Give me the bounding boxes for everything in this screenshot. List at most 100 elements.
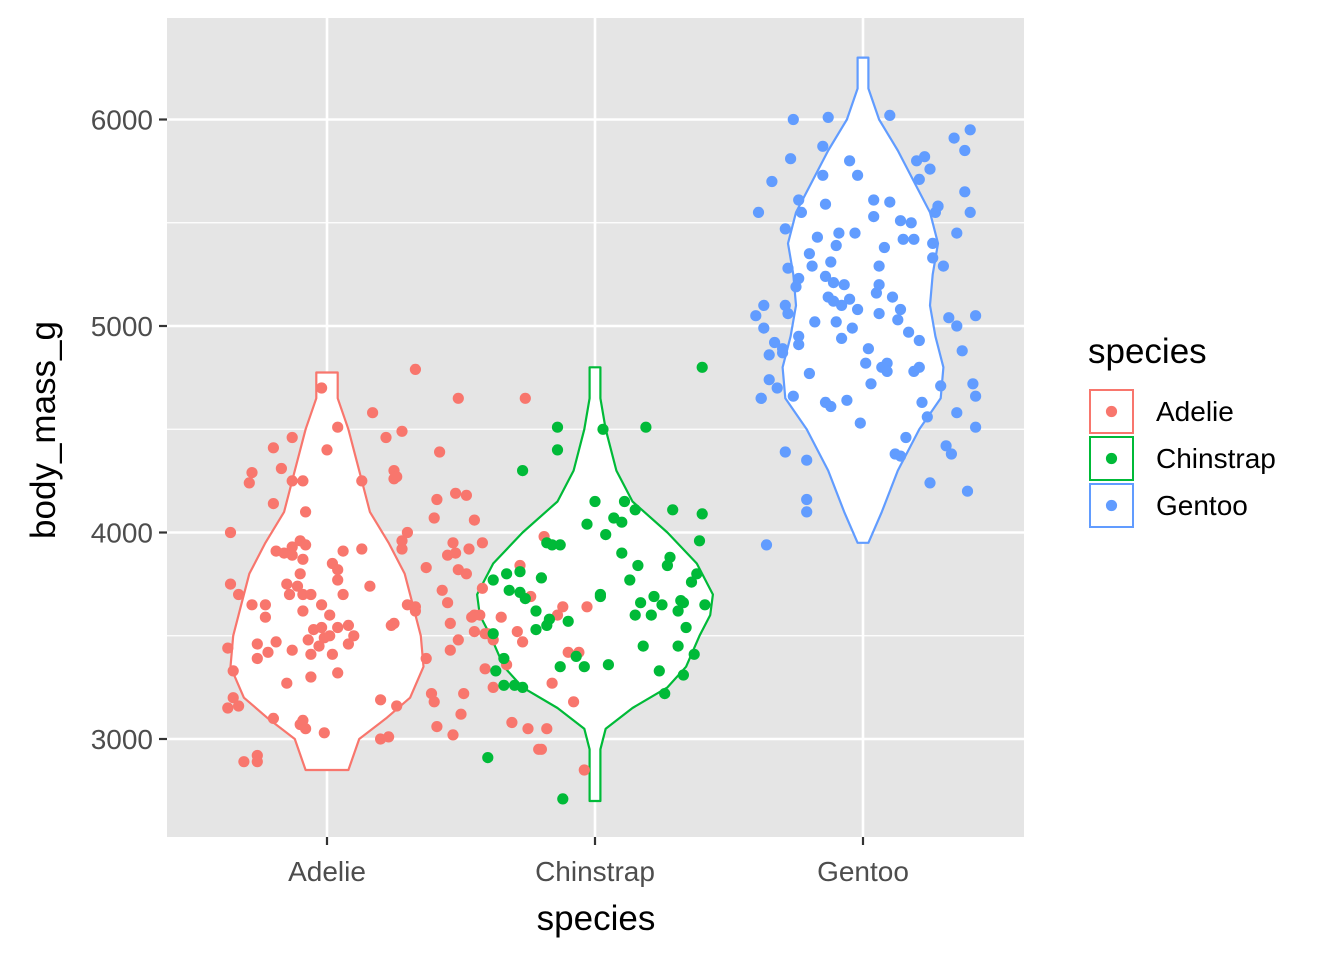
data-point-adelie bbox=[541, 723, 553, 735]
data-point-adelie bbox=[348, 630, 360, 642]
data-point-gentoo bbox=[964, 206, 976, 218]
data-point-gentoo bbox=[927, 252, 939, 264]
data-point-adelie bbox=[447, 537, 459, 549]
data-point-chinstrap bbox=[629, 609, 641, 621]
data-point-chinstrap bbox=[503, 584, 515, 596]
data-point-chinstrap bbox=[618, 495, 631, 508]
data-point-adelie bbox=[479, 663, 491, 675]
data-point-gentoo bbox=[865, 378, 877, 390]
data-point-gentoo bbox=[951, 320, 963, 332]
data-point-gentoo bbox=[913, 361, 925, 373]
data-point-chinstrap bbox=[530, 624, 542, 636]
data-point-adelie bbox=[316, 599, 328, 611]
legend-point-chinstrap bbox=[1105, 452, 1118, 465]
data-point-gentoo bbox=[919, 151, 931, 163]
data-point-chinstrap bbox=[699, 599, 711, 611]
data-point-gentoo bbox=[894, 215, 907, 227]
y-tick-label: 5000 bbox=[91, 311, 153, 342]
data-point-adelie bbox=[474, 609, 486, 621]
data-point-chinstrap bbox=[677, 597, 690, 609]
data-point-chinstrap bbox=[581, 518, 593, 530]
data-point-chinstrap bbox=[487, 574, 499, 586]
legend-point-gentoo bbox=[1105, 499, 1118, 512]
data-point-gentoo bbox=[916, 396, 928, 408]
data-point-gentoo bbox=[970, 310, 982, 322]
data-point-adelie bbox=[324, 630, 336, 642]
data-point-chinstrap bbox=[498, 652, 510, 665]
data-point-adelie bbox=[396, 535, 408, 547]
data-point-adelie bbox=[243, 477, 255, 489]
y-tick-label: 4000 bbox=[91, 518, 153, 549]
data-point-adelie bbox=[337, 588, 349, 601]
data-point-gentoo bbox=[787, 113, 799, 126]
data-point-adelie bbox=[522, 723, 534, 735]
data-point-adelie bbox=[468, 626, 480, 638]
data-point-adelie bbox=[286, 541, 298, 553]
data-point-chinstrap bbox=[632, 559, 644, 572]
data-point-adelie bbox=[246, 599, 258, 611]
data-point-chinstrap bbox=[570, 650, 582, 663]
data-point-adelie bbox=[568, 696, 580, 708]
data-point-gentoo bbox=[793, 330, 805, 342]
data-point-adelie bbox=[259, 599, 271, 611]
data-point-adelie bbox=[302, 634, 314, 646]
data-point-adelie bbox=[431, 721, 443, 733]
data-point-chinstrap bbox=[498, 679, 510, 691]
data-point-adelie bbox=[420, 652, 432, 665]
data-point-adelie bbox=[262, 646, 274, 658]
data-point-adelie bbox=[300, 723, 312, 735]
data-point-adelie bbox=[396, 425, 408, 437]
data-point-gentoo bbox=[886, 291, 899, 303]
data-point-adelie bbox=[316, 621, 328, 634]
data-point-adelie bbox=[452, 392, 464, 404]
data-point-gentoo bbox=[801, 454, 813, 466]
data-point-chinstrap bbox=[696, 361, 708, 373]
data-point-chinstrap bbox=[691, 568, 703, 580]
data-point-adelie bbox=[455, 708, 467, 720]
data-point-adelie bbox=[431, 493, 443, 506]
data-point-gentoo bbox=[846, 322, 858, 334]
data-point-adelie bbox=[442, 597, 454, 609]
data-point-adelie bbox=[305, 588, 317, 601]
data-point-adelie bbox=[316, 382, 328, 394]
x-tick-label: Chinstrap bbox=[535, 856, 655, 887]
data-point-adelie bbox=[460, 568, 472, 580]
data-point-adelie bbox=[458, 688, 470, 700]
data-point-adelie bbox=[291, 580, 304, 592]
data-point-chinstrap bbox=[645, 609, 657, 621]
data-point-adelie bbox=[313, 640, 325, 652]
data-point-chinstrap bbox=[664, 551, 676, 563]
data-point-adelie bbox=[420, 562, 432, 574]
data-point-gentoo bbox=[921, 411, 933, 423]
data-point-adelie bbox=[326, 648, 338, 660]
data-point-chinstrap bbox=[648, 590, 660, 603]
data-point-gentoo bbox=[854, 417, 866, 429]
data-point-adelie bbox=[332, 667, 344, 679]
data-point-adelie bbox=[305, 671, 317, 683]
data-point-adelie bbox=[332, 421, 344, 433]
data-point-gentoo bbox=[862, 343, 875, 355]
data-point-adelie bbox=[409, 363, 421, 375]
data-point-chinstrap bbox=[501, 568, 513, 580]
x-axis-title: species bbox=[537, 899, 656, 938]
data-point-adelie bbox=[286, 549, 298, 561]
data-point-gentoo bbox=[878, 241, 891, 254]
data-point-adelie bbox=[342, 619, 354, 632]
data-point-adelie bbox=[436, 584, 448, 596]
data-point-gentoo bbox=[755, 392, 767, 404]
data-point-adelie bbox=[476, 582, 488, 594]
data-point-gentoo bbox=[935, 380, 947, 392]
data-point-adelie bbox=[511, 626, 523, 638]
data-point-chinstrap bbox=[535, 572, 548, 584]
data-point-gentoo bbox=[905, 217, 917, 229]
y-axis-title: body_mass_g bbox=[24, 321, 63, 539]
data-point-adelie bbox=[251, 756, 263, 768]
data-point-adelie bbox=[383, 731, 395, 743]
data-point-gentoo bbox=[836, 332, 848, 344]
legend-label-chinstrap: Chinstrap bbox=[1156, 443, 1276, 474]
data-point-chinstrap bbox=[487, 628, 499, 640]
data-point-chinstrap bbox=[635, 597, 647, 609]
data-point-chinstrap bbox=[578, 661, 590, 673]
data-point-chinstrap bbox=[554, 661, 566, 673]
data-point-adelie bbox=[476, 537, 488, 549]
